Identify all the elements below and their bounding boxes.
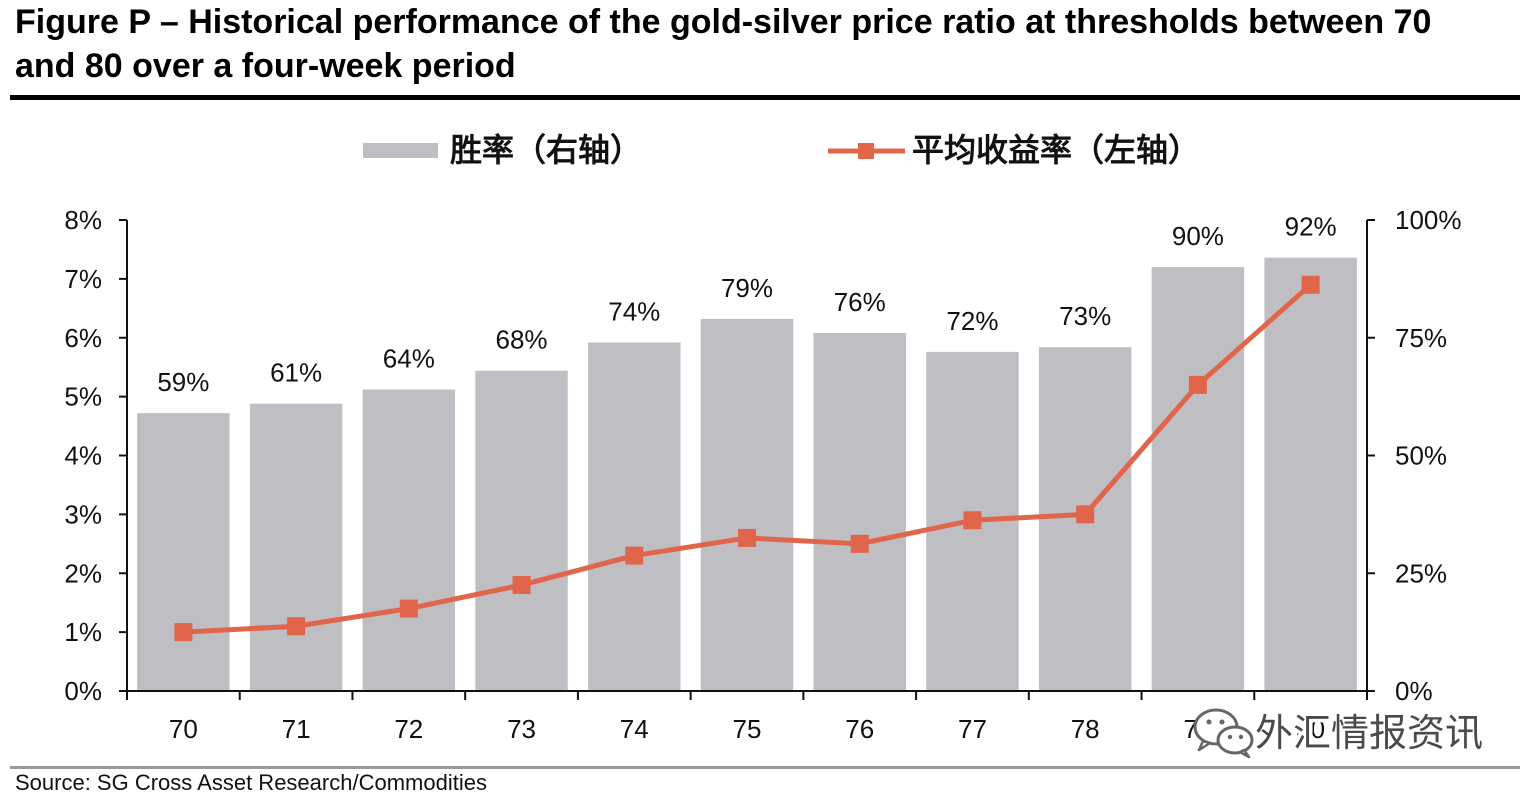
right-axis-tick-label: 50% [1395,441,1447,471]
avg-return-marker-80 [1301,275,1320,294]
left-axis-tick-label: 0% [64,676,102,706]
left-axis-tick-label: 7% [64,264,102,294]
legend: 胜率（右轴） 平均收益率（左轴） [363,132,1200,168]
x-axis-tick-label-73: 73 [507,714,536,744]
source-note: Source: SG Cross Asset Research/Commodit… [15,770,487,795]
bar-71 [249,403,343,691]
left-axis-tick-label: 5% [64,382,102,412]
data-labels: 59% 61% 64% 68% 74% 79% 76% 72% 73% 90% 92% [157,212,1336,397]
axes: 0% 1% 2% 3% 4% 5% 6% 7% 8% 0% 25% 50% 75% 100% 70 71 72 7… [64,205,1461,744]
bar-data-label-79: 90% [1172,221,1224,251]
bar-data-label-70: 59% [157,367,209,397]
bar-data-label-71: 61% [270,358,322,388]
bar-data-label-76: 76% [834,287,886,317]
watermark: 外汇情报资讯 [1193,708,1487,759]
avg-return-series [174,275,1320,642]
x-axis-tick-label-74: 74 [620,714,649,744]
x-axis-tick-label-71: 71 [282,714,311,744]
legend-label-win-rate: 胜率（右轴） [450,132,642,168]
left-axis-tick-label: 6% [64,323,102,353]
x-axis-tick-label-80: 80 [1296,714,1325,744]
bar-data-label-78: 73% [1059,301,1111,331]
x-axis-tick-label-72: 72 [394,714,423,744]
x-axis-tick-label-77: 77 [958,714,987,744]
bar-data-label-80: 92% [1285,212,1337,242]
right-axis-tick-label: 100% [1395,205,1462,235]
avg-return-marker-74 [625,546,644,565]
source-rule [10,766,1520,769]
bar-data-label-75: 79% [721,273,773,303]
avg-return-marker-78 [1076,505,1095,524]
bar-data-label-77: 72% [946,306,998,336]
bar-75 [700,318,794,691]
avg-return-marker-79 [1188,375,1207,394]
bar-data-label-72: 64% [383,344,435,374]
x-axis-tick-label-76: 76 [845,714,874,744]
legend-marker-avg-return [858,143,874,159]
avg-return-marker-72 [399,599,418,618]
avg-return-marker-70 [174,623,193,642]
bar-76 [813,333,906,691]
bar-70 [137,413,230,691]
left-axis-tick-label: 1% [64,617,102,647]
avg-return-marker-75 [738,528,756,547]
avg-return-marker-77 [963,511,982,530]
right-axis-tick-label: 0% [1395,676,1433,706]
bar-72 [362,389,456,691]
bar-73 [475,370,568,691]
avg-return-marker-76 [850,534,869,553]
wechat-icon [1193,708,1254,759]
x-axis-tick-label-70: 70 [169,714,198,744]
bar-80 [1264,257,1357,691]
right-axis-tick-label: 25% [1395,558,1447,588]
bar-79 [1151,267,1245,691]
avg-return-marker-73 [512,576,531,595]
left-axis-tick-label: 8% [64,205,102,235]
title-rule [10,95,1520,100]
bar-data-label-74: 74% [608,296,660,326]
left-axis-tick-label: 4% [64,441,102,471]
bars [137,257,1357,691]
right-axis-tick-label: 75% [1395,323,1447,353]
legend-swatch-win-rate [363,143,438,158]
bar-data-label-73: 68% [496,325,548,355]
watermark-text: 外汇情报资讯 [1255,713,1483,755]
legend-label-avg-return: 平均收益率（左轴） [912,132,1200,168]
x-axis-tick-label-78: 78 [1071,714,1100,744]
left-axis-tick-label: 3% [64,499,102,529]
avg-return-marker-71 [287,617,306,636]
chart-title: Figure P – Historical performance of the… [15,3,1432,85]
left-axis-tick-label: 2% [64,558,102,588]
bar-74 [588,342,681,691]
x-axis-tick-label-75: 75 [733,714,762,744]
